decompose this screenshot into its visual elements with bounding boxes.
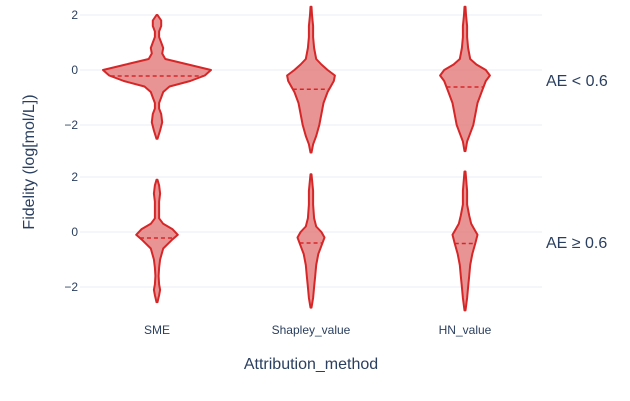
x-tick-label: Shapley_value xyxy=(272,323,351,337)
y-tick-label: −2 xyxy=(64,118,78,132)
violin-hn-value xyxy=(451,170,479,312)
facet-panels: 2 0 −2 AE < 0.6 2 0 −2 AE ≥ 0.6 SME Shapley_value… xyxy=(64,5,608,337)
y-tick-label: 2 xyxy=(71,170,78,184)
y-tick-label: −2 xyxy=(64,280,78,294)
y-axis-title: Fidelity (log[mol/L]) xyxy=(21,94,38,229)
violin-shapley-value xyxy=(286,5,336,154)
violin-sme xyxy=(135,178,179,304)
facet-panel-2: 2 0 −2 AE ≥ 0.6 xyxy=(64,170,607,312)
violin-sme xyxy=(102,14,212,140)
y-tick-label: 2 xyxy=(71,8,78,22)
facet-label: AE ≥ 0.6 xyxy=(546,235,607,252)
y-tick-label: 0 xyxy=(71,225,78,239)
facet-label: AE < 0.6 xyxy=(546,73,608,90)
x-tick-label: HN_value xyxy=(439,323,492,337)
x-axis-title: Attribution_method xyxy=(244,356,378,373)
x-tick-label: SME xyxy=(144,323,170,337)
y-tick-label: 0 xyxy=(71,63,78,77)
violin-hn-value xyxy=(439,5,491,153)
facet-panel-1: 2 0 −2 AE < 0.6 xyxy=(64,5,608,154)
violin-shapley-value xyxy=(296,173,326,309)
